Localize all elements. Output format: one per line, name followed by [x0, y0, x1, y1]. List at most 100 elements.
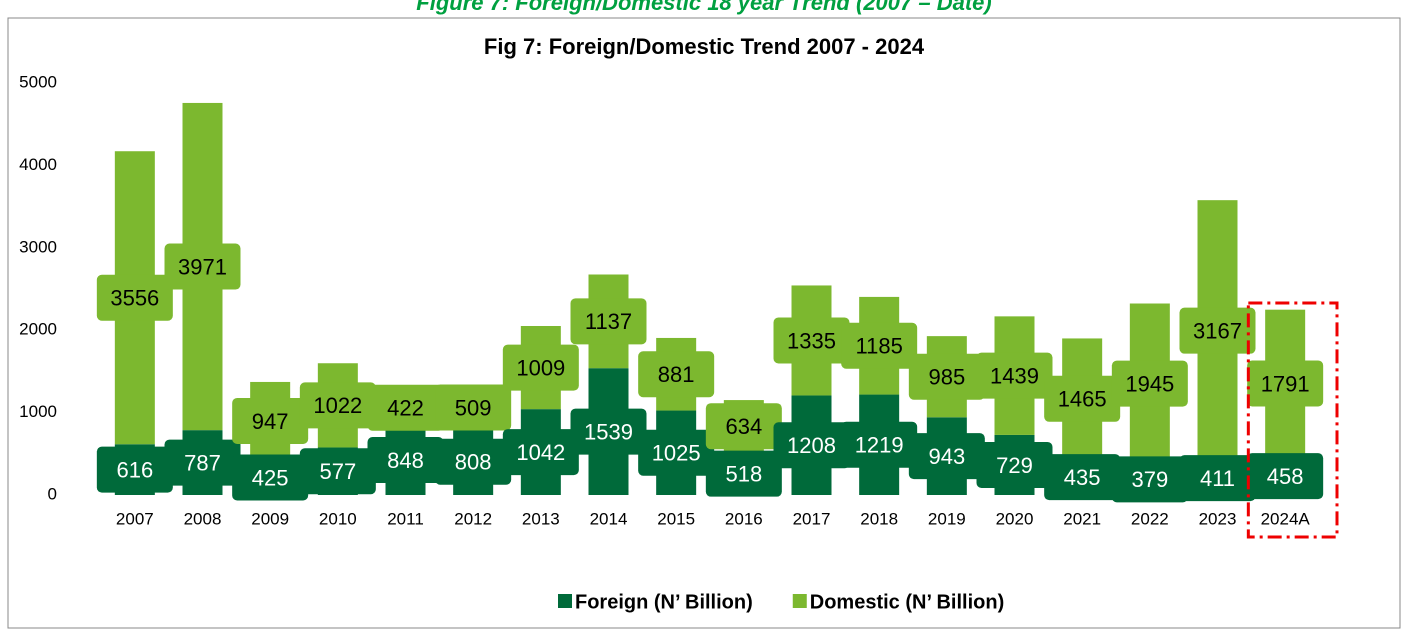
- data-label: 1335: [787, 328, 836, 353]
- data-label-box: [705, 403, 782, 450]
- chart-title: Fig 7: Foreign/Domestic Trend 2007 - 202…: [484, 34, 925, 59]
- x-tick-label: 2011: [387, 509, 424, 528]
- data-label-box: [1044, 454, 1121, 501]
- data-label: 425: [252, 465, 289, 490]
- x-tick-label: 2018: [860, 509, 898, 528]
- data-label: 1025: [652, 441, 701, 466]
- data-label-box: [299, 448, 376, 495]
- legend-swatch: [792, 594, 807, 608]
- data-label: 943: [928, 444, 965, 469]
- data-label: 1137: [585, 309, 632, 334]
- data-label: 1219: [855, 433, 904, 458]
- data-label: 1042: [516, 440, 565, 465]
- x-tick-label: 2009: [251, 509, 289, 528]
- data-label: 1791: [1261, 371, 1310, 396]
- data-label: 808: [455, 450, 492, 475]
- data-label-box: [232, 454, 309, 501]
- x-tick-label: 2020: [996, 509, 1034, 528]
- data-label-box: [841, 322, 918, 369]
- data-label: 577: [319, 459, 356, 484]
- data-label-box: [841, 421, 918, 468]
- data-label-box: [435, 384, 512, 431]
- data-label: 881: [658, 362, 695, 387]
- data-label: 1945: [1125, 371, 1174, 396]
- data-label: 848: [387, 448, 424, 473]
- data-label: 3556: [110, 286, 159, 311]
- y-tick-label: 3000: [19, 237, 57, 256]
- data-label: 1465: [1058, 387, 1107, 412]
- x-tick-label: 2021: [1063, 509, 1101, 528]
- x-tick-label: 2023: [1199, 509, 1237, 528]
- x-tick-label: 2014: [590, 509, 628, 528]
- data-label-box: [1247, 360, 1324, 407]
- data-label-box: [1111, 456, 1188, 503]
- data-label-box: [299, 382, 376, 429]
- y-tick-label: 2000: [19, 320, 57, 339]
- data-label: 509: [455, 395, 492, 420]
- data-label-box: [570, 408, 647, 455]
- data-label: 985: [928, 365, 965, 390]
- data-label: 3971: [178, 254, 227, 279]
- data-label-box: [96, 446, 173, 493]
- data-label-box: [976, 352, 1053, 399]
- x-tick-label: 2012: [454, 509, 492, 528]
- data-label-box: [1179, 455, 1256, 502]
- data-label-box: [367, 437, 444, 484]
- y-tick-label: 1000: [19, 402, 57, 421]
- data-label-box: [908, 433, 985, 480]
- data-label: 787: [184, 450, 221, 475]
- data-label-box: [773, 317, 850, 364]
- data-label: 458: [1267, 464, 1304, 489]
- data-label: 729: [996, 453, 1033, 478]
- legend-label: Domestic (N’ Billion): [810, 591, 1004, 613]
- legend-label: Foreign (N’ Billion): [575, 591, 753, 613]
- data-label-box: [367, 384, 444, 431]
- data-label-box: [435, 438, 512, 485]
- data-label: 435: [1064, 465, 1101, 490]
- legend-swatch: [558, 594, 572, 608]
- data-label-box: [502, 344, 579, 391]
- data-label: 616: [116, 457, 153, 482]
- data-label: 422: [387, 396, 424, 421]
- data-label: 3167: [1193, 318, 1242, 343]
- data-label-box: [1247, 453, 1324, 500]
- data-label-box: [164, 439, 241, 486]
- data-label: 1185: [856, 334, 903, 359]
- data-label-box: [705, 450, 782, 497]
- x-tick-label: 2022: [1131, 509, 1169, 528]
- x-tick-label: 2016: [725, 509, 763, 528]
- x-tick-label: 2013: [522, 509, 560, 528]
- x-tick-label: 2024A: [1261, 509, 1311, 528]
- data-label-box: [638, 351, 715, 398]
- data-label-box: [908, 353, 985, 400]
- data-label-box: [570, 298, 647, 345]
- y-tick-label: 5000: [19, 72, 57, 91]
- x-tick-label: 2015: [657, 509, 695, 528]
- data-label: 1009: [516, 355, 565, 380]
- data-label-box: [1179, 307, 1256, 354]
- data-label-box: [976, 441, 1053, 488]
- data-label: 947: [252, 409, 289, 434]
- figure-caption: Figure 7: Foreign/Domestic 18 year Trend…: [416, 0, 991, 15]
- data-label: 518: [725, 461, 762, 486]
- x-tick-label: 2019: [928, 509, 966, 528]
- data-label: 1208: [787, 433, 836, 458]
- data-label-box: [773, 422, 850, 469]
- data-label-box: [1111, 360, 1188, 407]
- x-tick-label: 2017: [793, 509, 831, 528]
- data-label: 1022: [313, 393, 362, 418]
- data-label: 1539: [584, 419, 633, 444]
- data-label-box: [96, 274, 173, 321]
- data-label: 1439: [990, 363, 1039, 388]
- x-tick-label: 2008: [184, 509, 222, 528]
- data-label: 634: [725, 414, 762, 439]
- data-label-box: [232, 397, 309, 444]
- y-tick-label: 0: [48, 484, 57, 503]
- data-label-box: [164, 243, 241, 290]
- data-label: 379: [1131, 467, 1168, 492]
- data-label: 411: [1200, 466, 1235, 491]
- x-tick-label: 2010: [319, 509, 357, 528]
- data-label-box: [638, 429, 715, 476]
- data-label-box: [1044, 375, 1121, 422]
